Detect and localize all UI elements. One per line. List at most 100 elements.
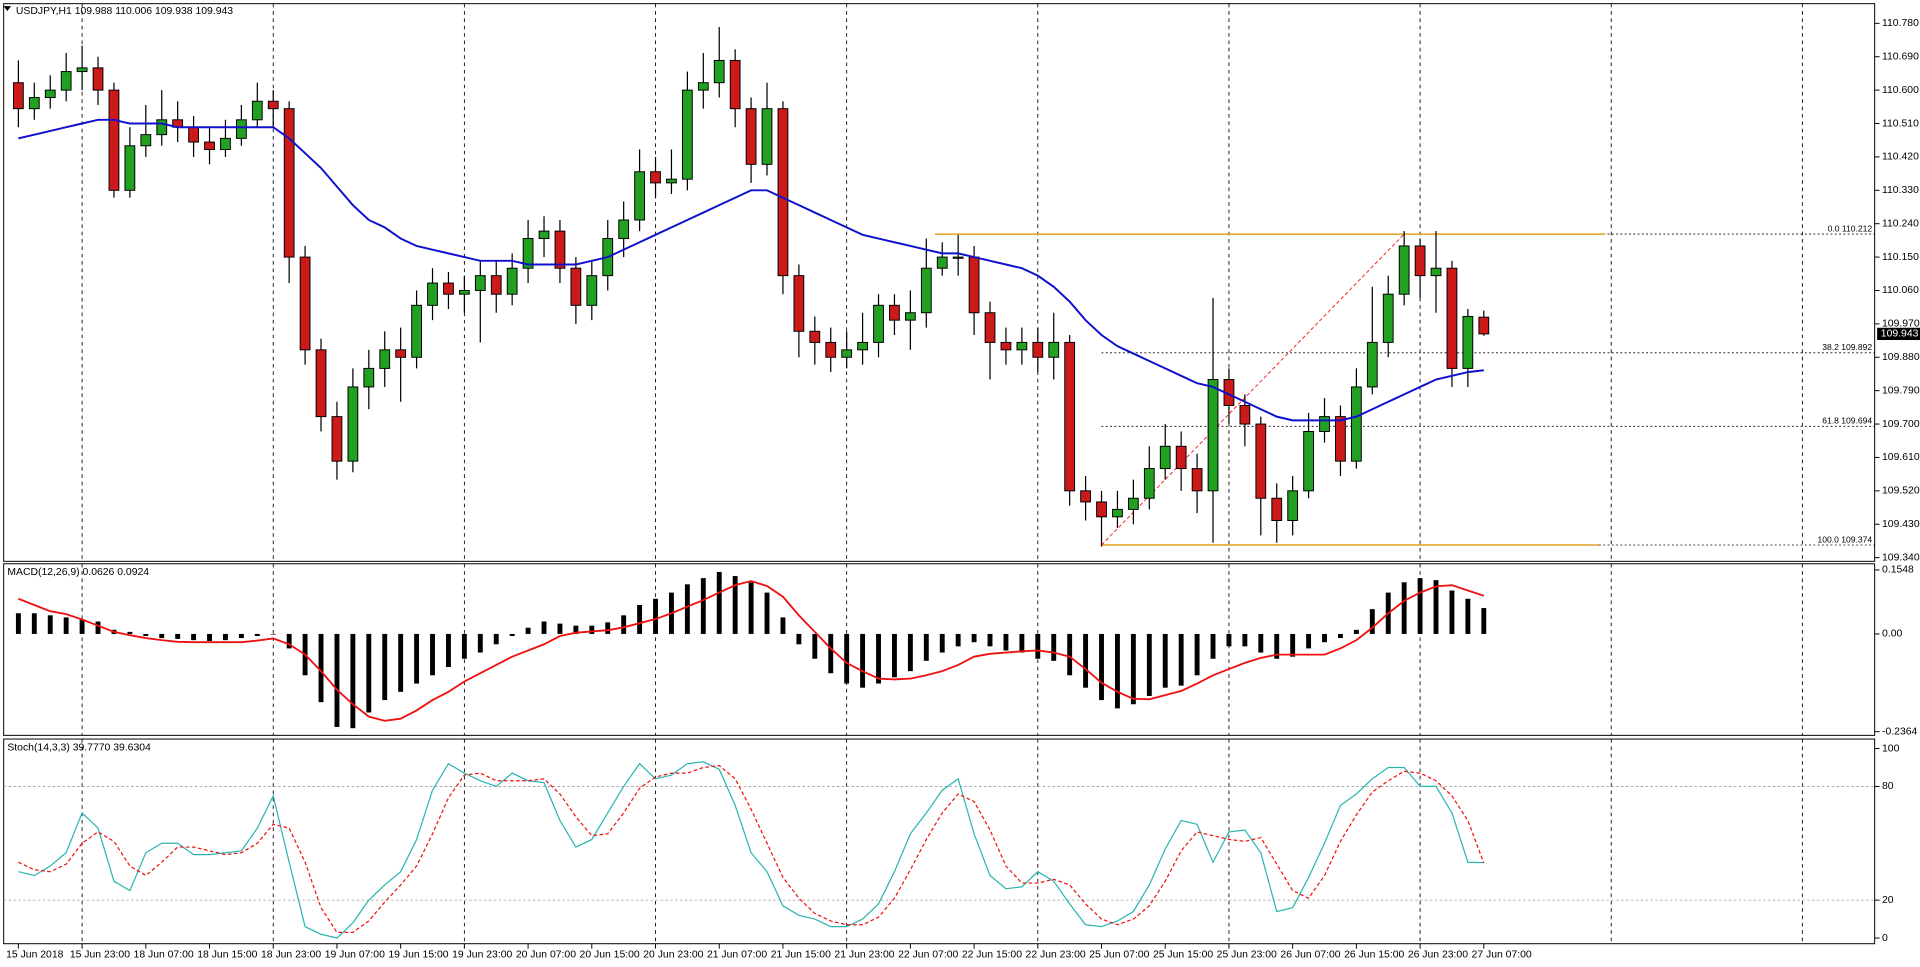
x-tick-label: 19 Jun 07:00 [325, 949, 385, 960]
y-tick-label: 110.330 [1882, 185, 1919, 196]
macd-bar [207, 633, 212, 641]
y-tick-label: 110.600 [1882, 85, 1919, 96]
macd-signal [18, 580, 1485, 722]
macd-bar [350, 633, 356, 729]
macd-bar [477, 633, 483, 653]
y-tick-label: 109.970 [1882, 319, 1920, 330]
macd-bar [1337, 633, 1343, 639]
y-tick-label: 110.690 [1882, 51, 1919, 62]
candle-body [984, 312, 996, 343]
y-tick-label: 80 [1882, 781, 1894, 792]
macd-title: MACD(12,26,9) 0.0626 0.0924 [7, 567, 149, 578]
candle-body [92, 67, 104, 91]
macd-bar [445, 633, 451, 668]
candle-body [729, 59, 741, 110]
y-tick-label: 109.340 [1882, 552, 1920, 563]
macd-bar [47, 615, 53, 634]
menu-arrow[interactable] [3, 6, 12, 12]
y-tick-label: 110.150 [1882, 252, 1919, 263]
y-tick-label: 0.1548 [1882, 565, 1914, 576]
macd-bar [270, 633, 276, 635]
macd-bar [1401, 582, 1407, 634]
candle-body [1446, 267, 1458, 369]
macd-bar [653, 598, 658, 634]
candle-body [857, 341, 868, 351]
candle-body [474, 275, 486, 291]
macd-bar [1162, 633, 1168, 688]
candle-body [681, 89, 693, 180]
stoch-title: Stoch(14,3,3) 39.7770 39.6304 [7, 742, 151, 753]
candle-body [713, 59, 725, 84]
candle-body [1366, 341, 1378, 388]
x-tick-label: 18 Jun 23:00 [261, 949, 321, 960]
macd-bar [1146, 633, 1152, 696]
y-tick-label: 109.520 [1882, 486, 1920, 497]
macd-bar [876, 633, 881, 684]
macd-bar [1226, 633, 1232, 647]
candle-body [1127, 497, 1139, 510]
x-tick-label: 18 Jun 15:00 [197, 949, 257, 960]
macd-bar [780, 617, 786, 634]
panel-frame [3, 738, 1876, 945]
macd-bar [1003, 633, 1009, 651]
candle-body [1319, 416, 1330, 432]
candle-body [76, 67, 88, 73]
candle-body [108, 89, 120, 191]
candle-body [1032, 341, 1044, 358]
macd-bar [589, 625, 595, 634]
macd-bar [318, 633, 324, 703]
macd-bar [1242, 633, 1248, 647]
y-tick-label: 110.510 [1882, 118, 1919, 129]
macd-bar [1449, 590, 1455, 634]
macd-bar [1035, 633, 1041, 659]
candle-body [267, 100, 279, 110]
y-tick-label: 0 [1882, 933, 1888, 944]
candle-body [1175, 445, 1187, 470]
macd-bar [143, 633, 149, 637]
candle-body [1207, 379, 1219, 492]
macd-bar [1067, 633, 1073, 676]
macd-bar [764, 592, 770, 634]
macd-bar [1178, 633, 1184, 686]
y-tick-label: 109.880 [1882, 352, 1920, 363]
candle-body [745, 108, 757, 165]
candle-body [204, 141, 215, 150]
macd-bar [15, 613, 21, 634]
chart-title: USDJPY,H1 109.988 110.006 109.938 109.94… [16, 6, 233, 17]
macd-bar [557, 623, 563, 634]
macd-bar [238, 633, 244, 639]
x-tick-label: 20 Jun 23:00 [643, 949, 703, 960]
candle-body [363, 367, 375, 388]
candle-body [1255, 423, 1267, 499]
stoch-signal [18, 764, 1485, 933]
candle-body [920, 267, 932, 314]
macd-bar [254, 633, 260, 637]
macd-bar [1274, 633, 1280, 659]
x-tick-label: 20 Jun 15:00 [580, 949, 640, 960]
macd-bar [382, 633, 388, 701]
candle-body [809, 330, 821, 343]
candle-body [968, 256, 980, 314]
y-tick-label: 110.240 [1882, 218, 1919, 229]
fib-label: 100.0 109.374 [1817, 534, 1872, 544]
candle-body [952, 256, 964, 259]
macd-bar [684, 584, 690, 634]
candle-body [458, 289, 470, 295]
macd-bar [127, 631, 133, 634]
macd-bar [525, 627, 531, 634]
macd-bar [987, 633, 993, 647]
y-tick-label: 109.430 [1882, 519, 1920, 530]
x-tick-label: 22 Jun 23:00 [1026, 949, 1086, 960]
candle-body [1064, 341, 1076, 492]
candle-body [1271, 497, 1283, 522]
macd-bar [493, 633, 499, 645]
x-tick-label: 20 Jun 07:00 [516, 949, 576, 960]
macd-bar [509, 633, 515, 637]
macd-bar [1099, 633, 1104, 701]
candle-body [1000, 341, 1012, 351]
candle-body [1398, 245, 1410, 295]
macd-bar [1194, 633, 1200, 676]
moving-average [18, 118, 1484, 422]
candle-body [761, 108, 773, 165]
